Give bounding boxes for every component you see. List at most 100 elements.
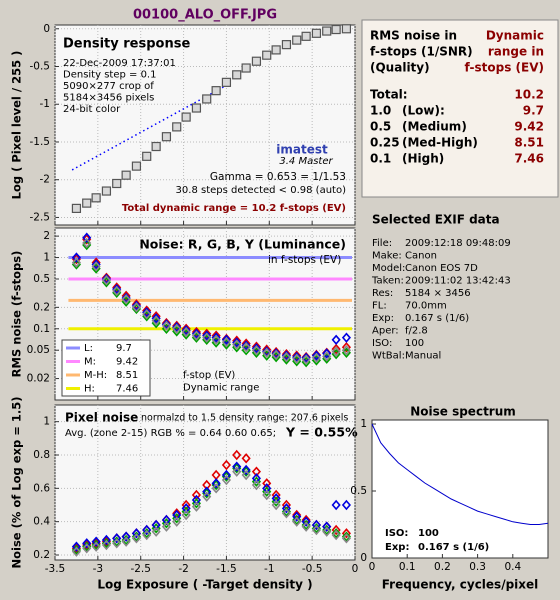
square-marker bbox=[71, 203, 82, 213]
steps-text: 30.8 steps detected < 0.98 (auto) bbox=[176, 185, 347, 196]
spectrum-note-label: ISO: bbox=[385, 528, 408, 539]
diamond-marker bbox=[241, 464, 251, 476]
plot-area bbox=[371, 419, 549, 559]
table-header: f-stops (1/SNR) bbox=[370, 45, 473, 59]
square-marker bbox=[121, 170, 131, 180]
diamond-marker bbox=[161, 317, 171, 329]
square-marker bbox=[322, 26, 332, 36]
square-marker bbox=[341, 24, 352, 34]
x-tick-label: -1.5 bbox=[216, 563, 237, 575]
square-marker bbox=[251, 56, 262, 66]
x-tick-label: 0.2 bbox=[434, 561, 451, 573]
diamond-marker bbox=[82, 237, 92, 249]
legend-value: 9.42 bbox=[116, 357, 138, 368]
diamond-marker bbox=[181, 326, 191, 338]
square-marker bbox=[131, 161, 142, 171]
diamond-marker bbox=[101, 539, 111, 551]
dynamic-range-text: Total dynamic range = 10.2 f-stops (EV) bbox=[122, 203, 346, 214]
diamond-marker bbox=[211, 478, 221, 489]
diamond-marker bbox=[341, 499, 351, 511]
panel-note: 5184×3456 pixels bbox=[63, 93, 154, 104]
table-level: 1.0 bbox=[370, 104, 391, 118]
diamond-marker bbox=[112, 282, 122, 293]
diamond-marker bbox=[121, 536, 131, 547]
legend-label: M-H: bbox=[84, 370, 107, 381]
diamond-marker bbox=[331, 334, 341, 346]
exif-label: Model: bbox=[372, 263, 405, 274]
x-axis-label: Frequency, cycles/pixel bbox=[382, 578, 539, 592]
x-tick-label: 0.3 bbox=[469, 561, 486, 573]
diamond-marker bbox=[341, 345, 351, 356]
y-tick-label: 0 bbox=[43, 23, 50, 35]
diamond-marker bbox=[101, 534, 111, 546]
square-marker bbox=[82, 198, 92, 208]
diamond-marker bbox=[221, 474, 231, 486]
exif-label: FL: bbox=[372, 301, 387, 312]
y-tick-label: 0.5 bbox=[33, 273, 50, 285]
diamond-marker bbox=[71, 252, 81, 263]
diamond-marker bbox=[82, 538, 92, 549]
y-tick-label: 2 bbox=[43, 230, 50, 242]
table-level: 0.5 bbox=[370, 120, 391, 134]
diamond-marker bbox=[251, 345, 261, 356]
exif-label: Taken: bbox=[371, 276, 404, 287]
diamond-marker bbox=[251, 343, 261, 354]
diamond-marker bbox=[91, 536, 101, 547]
diamond-marker bbox=[341, 342, 351, 353]
diamond-marker bbox=[191, 494, 201, 506]
square-marker bbox=[202, 94, 212, 104]
legend-note: f-stop (EV) bbox=[183, 370, 235, 381]
y-tick-label: 1 bbox=[43, 252, 50, 264]
diamond-marker bbox=[112, 533, 122, 544]
diamond-marker bbox=[241, 342, 251, 353]
diamond-marker bbox=[172, 320, 182, 332]
diamond-marker bbox=[181, 499, 191, 511]
table-value: 9.7 bbox=[523, 104, 544, 118]
diamond-marker bbox=[281, 351, 291, 363]
table-level: 0.1 bbox=[370, 152, 391, 166]
square-marker bbox=[271, 45, 281, 55]
diamond-marker bbox=[271, 346, 281, 358]
y-tick-label: 0.4 bbox=[33, 516, 50, 528]
exif-value: Manual bbox=[405, 351, 441, 362]
diamond-marker bbox=[301, 521, 311, 532]
square-marker bbox=[221, 77, 232, 87]
average-text: Avg. (zone 2-15) RGB % = 0.64 0.60 0.65; bbox=[65, 428, 276, 439]
diamond-marker bbox=[82, 543, 92, 554]
y-tick-label: -2 bbox=[40, 174, 50, 186]
diamond-marker bbox=[121, 290, 131, 302]
version-text: 3.4 Master bbox=[279, 156, 333, 167]
window-title: 00100_ALO_OFF.JPG bbox=[133, 8, 277, 23]
diamond-marker bbox=[341, 531, 351, 542]
diamond-marker bbox=[271, 489, 281, 501]
diamond-marker bbox=[71, 546, 81, 557]
diamond-marker bbox=[161, 320, 171, 332]
diamond-marker bbox=[241, 340, 251, 351]
diamond-marker bbox=[202, 330, 212, 341]
diamond-marker bbox=[172, 323, 182, 334]
y-tick-label: 1 bbox=[360, 418, 367, 430]
y-axis-label: Noise (% of Log exp = 1.5) bbox=[10, 397, 24, 569]
y-tick-label: 0.2 bbox=[33, 301, 50, 313]
x-axis-label: Log Exposure ( -Target density ) bbox=[97, 578, 312, 592]
spectrum-note-value: 0.167 s (1/6) bbox=[418, 542, 489, 553]
exif-value: Canon EOS 7D bbox=[405, 263, 478, 274]
diamond-marker bbox=[281, 503, 291, 514]
diamond-marker bbox=[91, 541, 101, 552]
diamond-marker bbox=[292, 509, 302, 521]
diamond-marker bbox=[251, 466, 261, 477]
panel-title: Density response bbox=[63, 37, 190, 52]
diamond-marker bbox=[262, 347, 272, 359]
diamond-marker bbox=[172, 516, 182, 527]
table-value: 9.42 bbox=[514, 120, 544, 134]
diamond-marker bbox=[101, 275, 111, 286]
diamond-marker bbox=[131, 533, 141, 544]
square-marker bbox=[112, 178, 122, 189]
diamond-marker bbox=[161, 319, 171, 330]
x-tick-label: -2.5 bbox=[130, 563, 151, 575]
diamond-marker bbox=[262, 346, 272, 357]
exif-label: Res: bbox=[372, 288, 393, 299]
x-tick-label: -0.5 bbox=[302, 563, 323, 575]
diamond-marker bbox=[172, 322, 182, 333]
